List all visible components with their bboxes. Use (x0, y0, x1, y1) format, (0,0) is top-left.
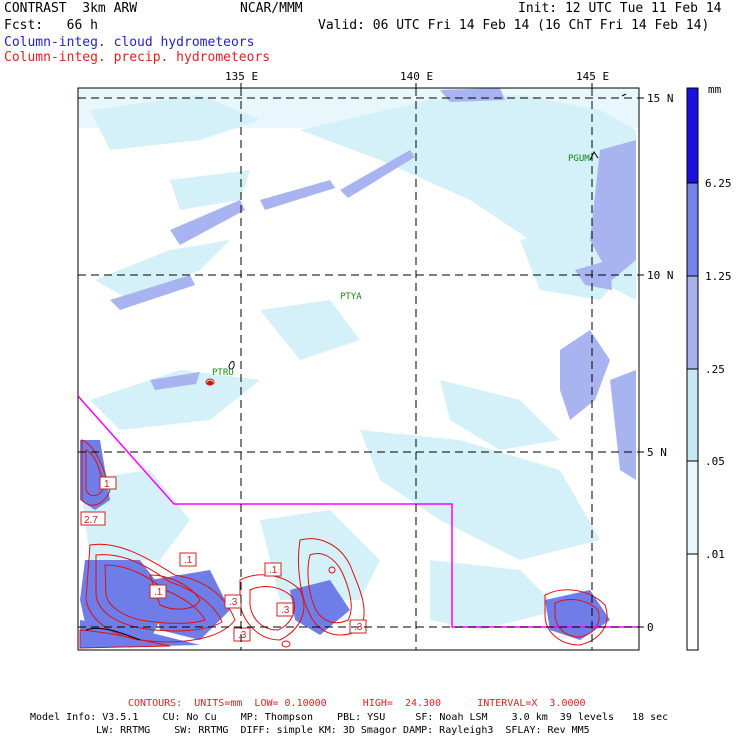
legend-precip: Column-integ. precip. hydrometeors (4, 50, 271, 65)
model-info-line2: LW: RRTMG SW: RRTMG DIFF: simple KM: 3D … (96, 725, 590, 736)
colorbar-label: 1.25 (705, 270, 732, 283)
forecast-hour: Fcst: 66 h (4, 18, 98, 33)
model-name: CONTRAST 3km ARW (4, 1, 138, 16)
contour-label: .1 (269, 565, 278, 576)
colorbar-segment (686, 182, 699, 277)
lat-label: 15 N (647, 92, 674, 105)
contour-label: .3 (281, 605, 290, 616)
contour-label: .1 (184, 555, 193, 566)
map-frame (77, 87, 640, 651)
colorbar-label: .01 (705, 548, 725, 561)
lat-label: 5 N (647, 446, 667, 459)
colorbar-segment (686, 553, 699, 651)
lat-label: 0 (647, 621, 654, 634)
org-name: NCAR/MMM (240, 1, 303, 16)
valid-time: Valid: 06 UTC Fri 14 Feb 14 (16 ChT Fri … (318, 18, 710, 33)
colorbar-label: .05 (705, 455, 725, 468)
lon-label: 140 E (400, 70, 433, 83)
contour-label: .3 (229, 597, 238, 608)
contour-label: .3 (238, 630, 247, 641)
contour-label: 2.7 (84, 515, 98, 526)
model-info-line1: Model Info: V3.5.1 CU: No Cu MP: Thompso… (30, 712, 669, 723)
contour-label: 1 (104, 479, 110, 490)
lon-label: 145 E (576, 70, 609, 83)
colorbar-segment (686, 87, 699, 184)
station-label: PTRO (212, 368, 234, 378)
contour-label: .1 (154, 587, 163, 598)
init-time: Init: 12 UTC Tue 11 Feb 14 (518, 1, 722, 16)
station-label: PGUM (568, 154, 590, 164)
colorbar-label: 6.25 (705, 177, 732, 190)
lat-lon-grid (78, 88, 639, 650)
colorbar-unit: mm (708, 83, 722, 96)
contours-info: CONTOURS: UNITS=mm LOW= 0.10000 HIGH= 24… (128, 698, 586, 709)
colorbar-label: .25 (705, 363, 725, 376)
precip-spot (207, 380, 213, 386)
coastline (85, 93, 627, 641)
colorbar-segment (686, 275, 699, 370)
colorbar-segment (686, 368, 699, 462)
station-label: PTYA (340, 292, 362, 302)
colorbar-segment (686, 460, 699, 555)
colorbar (686, 87, 699, 651)
contour-label-boxes (80, 476, 367, 642)
lat-label: 10 N (647, 269, 674, 282)
legend-cloud: Column-integ. cloud hydrometeors (4, 35, 255, 50)
lon-label: 135 E (225, 70, 258, 83)
